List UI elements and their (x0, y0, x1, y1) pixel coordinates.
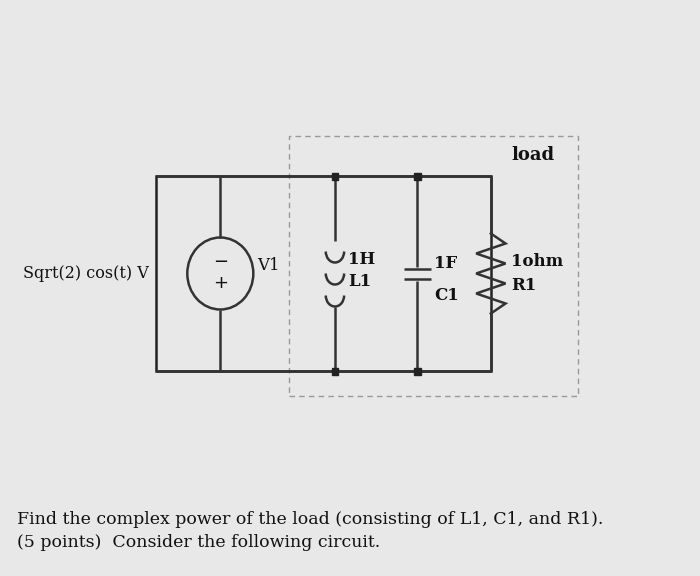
Bar (414, 172, 421, 180)
Bar (414, 367, 421, 374)
Text: +: + (213, 275, 228, 293)
Bar (332, 367, 338, 374)
Text: (5 points)  Consider the following circuit.: (5 points) Consider the following circui… (17, 534, 380, 551)
Text: L1: L1 (348, 273, 371, 290)
Text: 1ohm: 1ohm (511, 253, 564, 270)
Text: Sqrt(2) cos(t) V: Sqrt(2) cos(t) V (23, 265, 149, 282)
Text: C1: C1 (434, 287, 458, 304)
Bar (332, 172, 338, 180)
Text: Find the complex power of the load (consisting of L1, C1, and R1).: Find the complex power of the load (cons… (17, 511, 603, 528)
Text: R1: R1 (511, 277, 536, 294)
Text: load: load (511, 146, 554, 164)
Text: 1H: 1H (348, 251, 375, 268)
Text: 1F: 1F (434, 255, 457, 272)
Text: −: − (213, 252, 228, 271)
Text: V1: V1 (257, 257, 279, 274)
